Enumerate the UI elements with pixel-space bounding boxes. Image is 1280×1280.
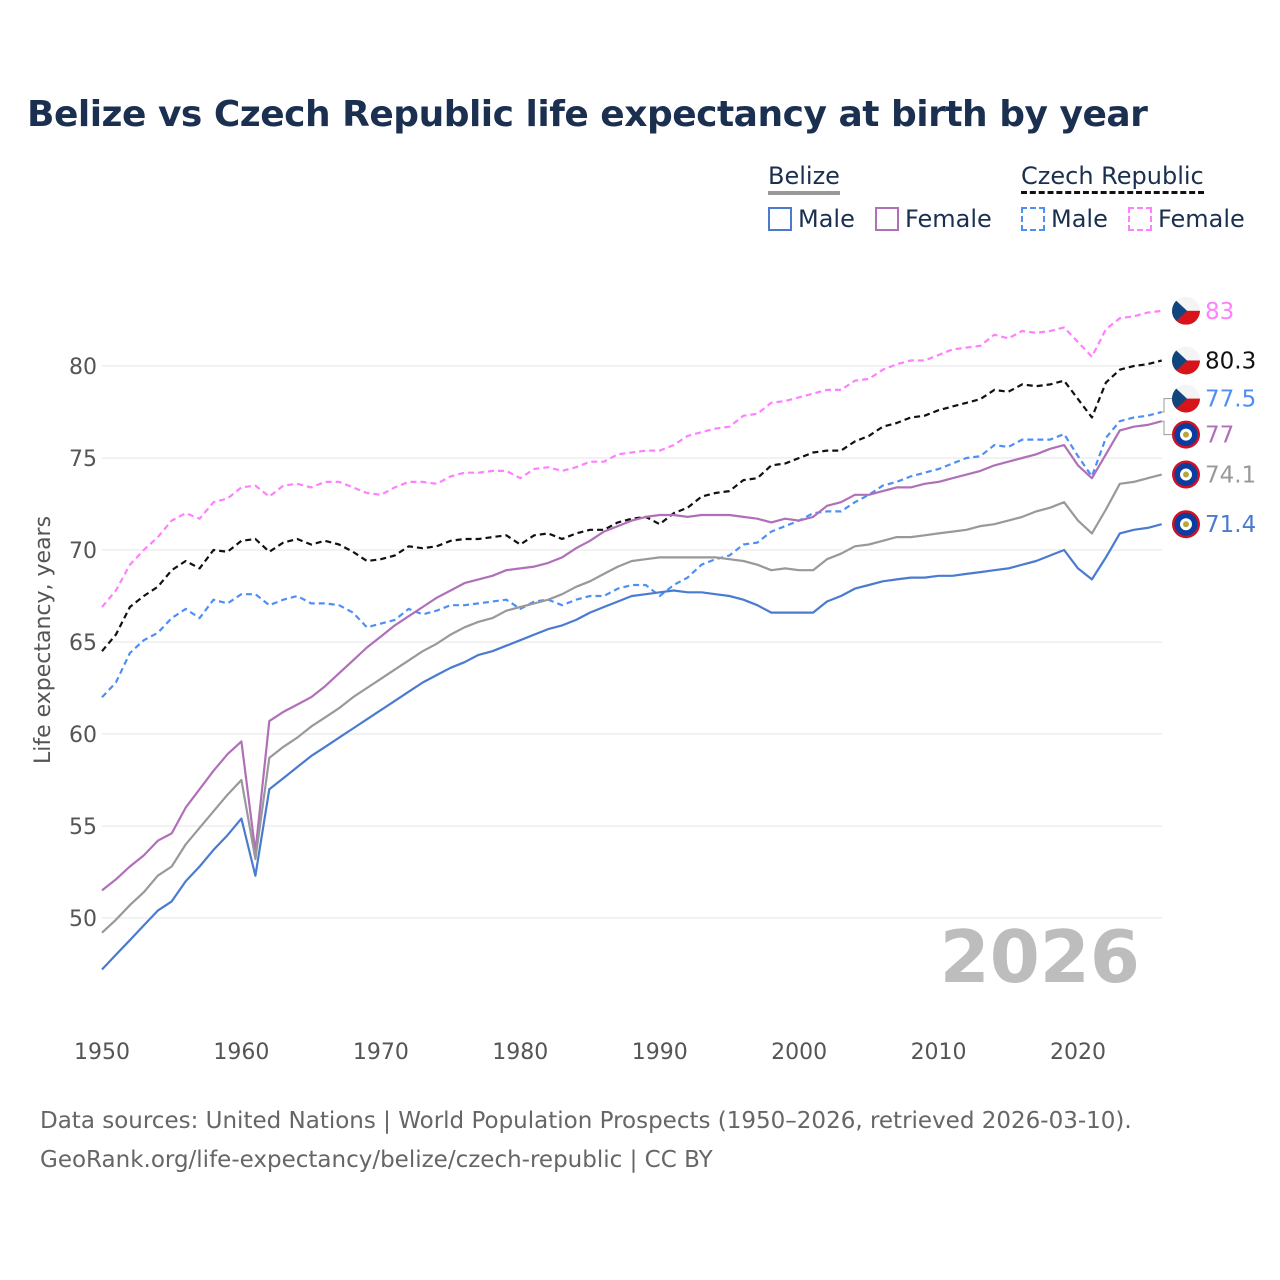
legend-group-czech: Czech Republic [1021,162,1204,194]
y-tick-label: 75 [69,447,97,472]
legend-label: Female [905,205,992,233]
legend-czech-male[interactable]: Male [1021,205,1108,233]
legend-group-belize: Belize [768,162,840,195]
series-line-belize [101,473,1162,934]
legend-czech-female[interactable]: Female [1128,205,1245,233]
y-tick-label: 65 [69,631,97,656]
series-line-czech-republic [101,359,1162,652]
y-tick-label: 60 [69,723,97,748]
end-value-label: 74.1 [1205,463,1256,489]
y-tick-label: 70 [69,539,97,564]
x-tick-label: 1980 [492,1040,548,1065]
legend-label: Male [798,205,855,233]
legend-group-czech-label: Czech Republic [1021,162,1204,190]
label-connector [1162,398,1172,413]
belize-flag-icon [1172,460,1200,489]
legend-label: Female [1158,205,1245,233]
end-value-label: 71.4 [1205,512,1256,538]
legend-belize-male[interactable]: Male [768,205,855,233]
end-value-label: 77.5 [1205,387,1256,413]
legend-swatch-czech-male [1021,207,1045,231]
legend-swatch-belize-male [768,207,792,231]
y-tick-label: 55 [69,815,97,840]
series-line-czech-republic-female [101,309,1162,608]
end-value-label: 77 [1205,423,1234,449]
czech-flag-icon [1172,346,1200,375]
end-value-label: 83 [1205,299,1234,325]
y-axis-label: Life expectancy, years [31,516,56,764]
y-tick-label: 80 [69,355,97,380]
czech-flag-icon [1172,296,1200,325]
legend-group-belize-label: Belize [768,162,840,190]
year-watermark: 2026 [940,915,1140,999]
x-tick-label: 2020 [1050,1040,1106,1065]
series-line-belize-female [101,420,1162,892]
x-tick-label: 1960 [213,1040,269,1065]
x-tick-label: 1990 [632,1040,688,1065]
series-line-belize-male [101,523,1162,971]
legend-czech-line [1021,191,1204,194]
x-tick-label: 2010 [911,1040,967,1065]
legend-belize-female[interactable]: Female [875,205,992,233]
footer-link[interactable]: GeoRank.org/life-expectancy/belize/czech… [40,1147,713,1173]
y-tick-label: 50 [69,907,97,932]
x-tick-label: 2000 [771,1040,827,1065]
end-value-label: 80.3 [1205,348,1256,374]
legend-swatch-belize-female [875,207,899,231]
belize-flag-icon [1172,420,1200,449]
legend-swatch-czech-female [1128,207,1152,231]
legend-belize-line [768,191,840,195]
x-tick-label: 1950 [74,1040,130,1065]
footer-sources: Data sources: United Nations | World Pop… [40,1108,1132,1134]
x-tick-label: 1970 [353,1040,409,1065]
czech-flag-icon [1172,384,1200,413]
belize-flag-icon [1172,510,1200,539]
label-connector [1162,420,1172,436]
chart-title: Belize vs Czech Republic life expectancy… [27,94,1148,135]
series-line-czech-republic-male [101,410,1162,698]
legend-label: Male [1051,205,1108,233]
